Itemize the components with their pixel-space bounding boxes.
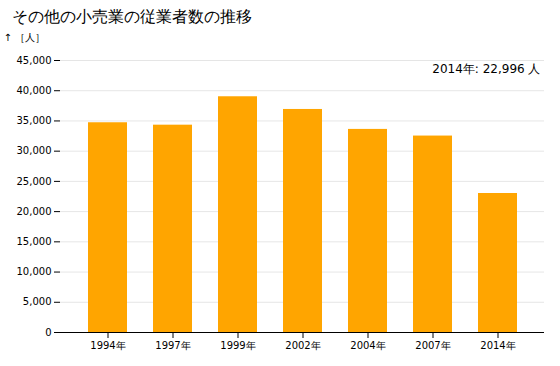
svg-text:30,000: 30,000 xyxy=(17,145,52,156)
svg-text:2004年: 2004年 xyxy=(350,340,385,351)
svg-text:1999年: 1999年 xyxy=(220,340,255,351)
svg-text:2007年: 2007年 xyxy=(415,340,450,351)
svg-text:25,000: 25,000 xyxy=(17,176,52,187)
svg-text:↑ ［人］: ↑ ［人］ xyxy=(4,32,46,43)
html-text:その他の小売業の従業者数の推移: その他の小売業の従業者数の推移 xyxy=(12,7,252,26)
svg-text:2014年: 22,996 人: 2014年: 22,996 人 xyxy=(432,62,540,76)
svg-text:10,000: 10,000 xyxy=(17,266,52,277)
svg-text:20,000: 20,000 xyxy=(17,206,52,217)
svg-text:35,000: 35,000 xyxy=(17,115,52,126)
svg-text:40,000: 40,000 xyxy=(17,85,52,96)
svg-text:45,000: 45,000 xyxy=(17,55,52,66)
svg-text:2002年: 2002年 xyxy=(285,340,320,351)
svg-text:1997年: 1997年 xyxy=(155,340,190,351)
svg-text:5,000: 5,000 xyxy=(23,296,52,307)
svg-text:1994年: 1994年 xyxy=(90,340,125,351)
svg-text:15,000: 15,000 xyxy=(17,236,52,247)
svg-text:0: 0 xyxy=(45,327,51,338)
svg-text:2014年: 2014年 xyxy=(480,340,515,351)
